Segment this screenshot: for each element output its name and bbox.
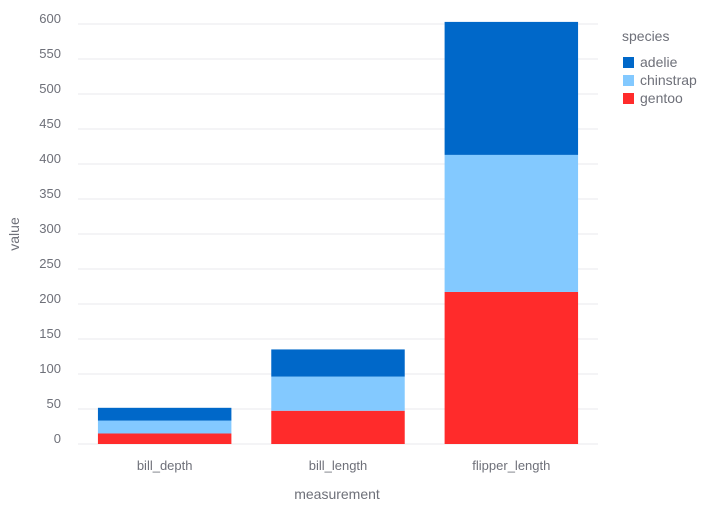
legend-title: species — [622, 28, 669, 44]
y-tick-label: 300 — [39, 221, 61, 236]
y-axis-title: value — [6, 217, 22, 251]
y-tick-label: 100 — [39, 361, 61, 376]
x-axis-ticks: bill_depth bill_length flipper_length — [137, 458, 551, 473]
y-tick-label: 150 — [39, 326, 61, 341]
x-tick-label: bill_depth — [137, 458, 193, 473]
y-tick-label: 0 — [54, 431, 61, 446]
legend-swatch-adelie — [623, 57, 634, 68]
x-axis-title: measurement — [294, 486, 380, 502]
bar-gentoo-bill_length — [271, 410, 405, 444]
y-axis-ticks: 0 50 100 150 200 250 300 350 400 450 500 550 600 — [39, 11, 61, 446]
y-tick-label: 50 — [47, 396, 61, 411]
legend-label-chinstrap: chinstrap — [640, 72, 697, 88]
x-tick-label: bill_length — [309, 458, 368, 473]
y-tick-label: 350 — [39, 186, 61, 201]
legend-entries: adelie chinstrap gentoo — [623, 54, 697, 106]
y-tick-label: 600 — [39, 11, 61, 26]
bar-gentoo-flipper_length — [444, 291, 579, 444]
bar-adelie-bill_depth — [97, 407, 232, 421]
bar-gentoo-bill_depth — [97, 433, 232, 444]
bar-adelie-flipper_length — [444, 21, 579, 155]
legend-swatch-gentoo — [623, 93, 634, 104]
legend-label-adelie: adelie — [640, 54, 678, 70]
legend: species adelie chinstrap gentoo — [622, 28, 697, 106]
bar-chinstrap-bill_length — [271, 376, 405, 411]
legend-label-gentoo: gentoo — [640, 90, 683, 106]
bar-chinstrap-flipper_length — [444, 154, 579, 292]
y-tick-label: 550 — [39, 46, 61, 61]
y-tick-label: 400 — [39, 151, 61, 166]
y-tick-label: 200 — [39, 291, 61, 306]
bars — [97, 21, 579, 444]
y-tick-label: 450 — [39, 116, 61, 131]
y-tick-label: 500 — [39, 81, 61, 96]
bar-chinstrap-bill_depth — [97, 420, 232, 434]
y-tick-label: 250 — [39, 256, 61, 271]
x-tick-label: flipper_length — [472, 458, 550, 473]
bar-adelie-bill_length — [271, 349, 405, 377]
legend-swatch-chinstrap — [623, 75, 634, 86]
